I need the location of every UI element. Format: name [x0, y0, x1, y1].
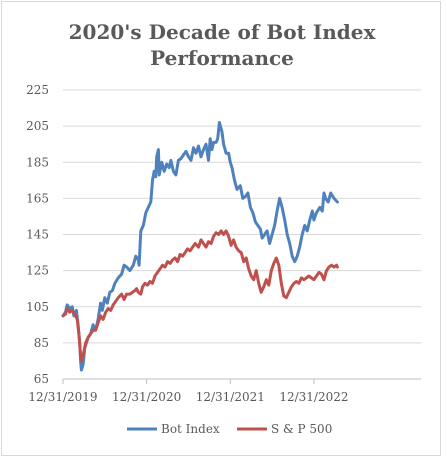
gridlines: [63, 89, 421, 344]
y-tick-label: 65: [34, 372, 49, 386]
y-tick-label: 205: [26, 119, 49, 133]
chart-title-line-1: 2020's Decade of Bot Index: [69, 20, 377, 44]
x-tick-label: 12/31/2021: [196, 390, 265, 404]
x-tick-label: 12/31/2020: [112, 390, 181, 404]
y-tick-label: 145: [26, 228, 49, 242]
y-tick-label: 225: [26, 83, 49, 97]
y-tick-label: 125: [26, 264, 49, 278]
legend: Bot Index S & P 500: [127, 422, 332, 436]
series-lines: [61, 121, 339, 372]
legend-label: Bot Index: [161, 422, 220, 436]
x-tick-label: 12/31/2022: [279, 390, 348, 404]
legend-label: S & P 500: [271, 422, 332, 436]
y-axis-tick-labels: 65 85 105 125 145 165 185 205 225: [26, 83, 49, 386]
y-tick-label: 165: [26, 191, 49, 205]
series-line-sp500: [61, 229, 339, 363]
y-tick-label: 185: [26, 155, 49, 169]
series-line-bot-index: [61, 121, 339, 372]
y-tick-label: 85: [34, 336, 49, 350]
x-tick-label: 12/31/2019: [28, 390, 97, 404]
x-axis: 12/31/2019 12/31/2020 12/31/2021 12/31/2022: [28, 378, 421, 404]
y-tick-label: 105: [26, 300, 49, 314]
chart-title-line-2: Performance: [150, 46, 294, 70]
chart-frame: [1, 1, 441, 456]
